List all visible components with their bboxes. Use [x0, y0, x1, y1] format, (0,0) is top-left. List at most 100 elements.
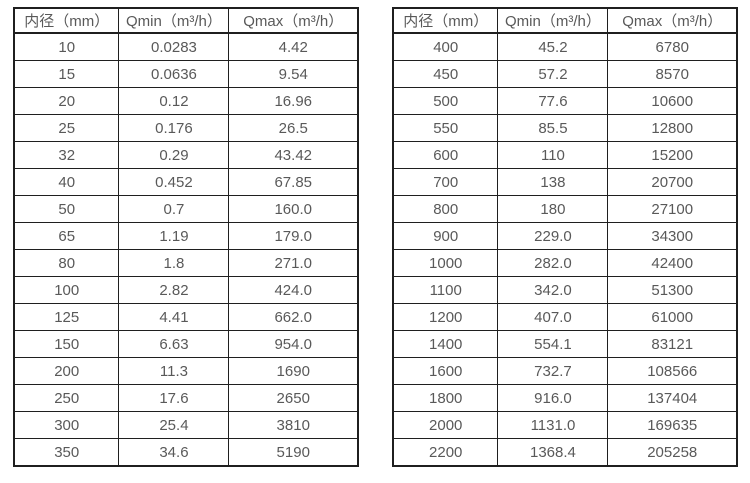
- table-cell: 271.0: [228, 249, 359, 277]
- table-cell: 4.41: [118, 303, 230, 331]
- table-row: 250 17.6 2650: [13, 384, 359, 412]
- table-cell: 100: [13, 276, 120, 304]
- table-cell: 1690: [228, 357, 359, 385]
- table-cell: 732.7: [497, 357, 609, 385]
- table-cell: 83121: [607, 330, 738, 358]
- table-cell: 342.0: [497, 276, 609, 304]
- table-row: 100 2.82 424.0: [13, 276, 359, 304]
- table-cell: 11.3: [118, 357, 230, 385]
- table-row: 200 11.3 1690: [13, 357, 359, 385]
- table-cell: 916.0: [497, 384, 609, 412]
- table-cell: 1400: [392, 330, 499, 358]
- table-cell: 125: [13, 303, 120, 331]
- table-row: 550 85.5 12800: [392, 114, 738, 142]
- table-cell: 1100: [392, 276, 499, 304]
- table-row: 500 77.6 10600: [392, 87, 738, 115]
- table-cell: 8570: [607, 60, 738, 88]
- table-cell: 34300: [607, 222, 738, 250]
- table-cell: 0.0283: [118, 32, 230, 61]
- table-row: 400 45.2 6780: [392, 32, 738, 61]
- table-cell: 57.2: [497, 60, 609, 88]
- table-cell: 51300: [607, 276, 738, 304]
- table-cell: 169635: [607, 411, 738, 439]
- table-cell: 282.0: [497, 249, 609, 277]
- table-cell: 2.82: [118, 276, 230, 304]
- table-cell: 1600: [392, 357, 499, 385]
- table-cell: 554.1: [497, 330, 609, 358]
- table-cell: 137404: [607, 384, 738, 412]
- column-header: 内径（mm）: [13, 7, 120, 34]
- table-cell: 0.29: [118, 141, 230, 169]
- table-cell: 10600: [607, 87, 738, 115]
- table-cell: 400: [392, 32, 499, 61]
- table-cell: 12800: [607, 114, 738, 142]
- table-cell: 110: [497, 141, 609, 169]
- table-cell: 45.2: [497, 32, 609, 61]
- table-cell: 160.0: [228, 195, 359, 223]
- table-row: 2200 1368.4 205258: [392, 438, 738, 467]
- table-row: 1800 916.0 137404: [392, 384, 738, 412]
- table-cell: 61000: [607, 303, 738, 331]
- column-header: Qmax（m³/h）: [607, 7, 738, 34]
- table-row: 32 0.29 43.42: [13, 141, 359, 169]
- column-header: 内径（mm）: [392, 7, 499, 34]
- table-cell: 600: [392, 141, 499, 169]
- table-cell: 80: [13, 249, 120, 277]
- table-row: 10 0.0283 4.42: [13, 32, 359, 61]
- table-cell: 0.0636: [118, 60, 230, 88]
- table-row: 350 34.6 5190: [13, 438, 359, 467]
- table-cell: 407.0: [497, 303, 609, 331]
- table-cell: 424.0: [228, 276, 359, 304]
- column-header: Qmin（m³/h）: [118, 7, 230, 34]
- table-cell: 800: [392, 195, 499, 223]
- table-cell: 16.96: [228, 87, 359, 115]
- flow-range-table-large-diameters: 内径（mm） Qmin（m³/h） Qmax（m³/h） 400 45.2 6780 450…: [392, 7, 738, 467]
- table-cell: 15200: [607, 141, 738, 169]
- table-cell: 0.7: [118, 195, 230, 223]
- table-row: 1400 554.1 83121: [392, 330, 738, 358]
- table-cell: 250: [13, 384, 120, 412]
- table-cell: 20: [13, 87, 120, 115]
- table-cell: 1000: [392, 249, 499, 277]
- table-cell: 200: [13, 357, 120, 385]
- table-row: 1600 732.7 108566: [392, 357, 738, 385]
- table-cell: 10: [13, 32, 120, 61]
- table-cell: 550: [392, 114, 499, 142]
- table-cell: 954.0: [228, 330, 359, 358]
- table-cell: 0.176: [118, 114, 230, 142]
- table-cell: 300: [13, 411, 120, 439]
- column-header: Qmax（m³/h）: [228, 7, 359, 34]
- table-cell: 5190: [228, 438, 359, 467]
- table-cell: 0.12: [118, 87, 230, 115]
- table-row: 80 1.8 271.0: [13, 249, 359, 277]
- table-cell: 1800: [392, 384, 499, 412]
- table-cell: 77.6: [497, 87, 609, 115]
- table-cell: 34.6: [118, 438, 230, 467]
- table-cell: 150: [13, 330, 120, 358]
- table-row: 700 138 20700: [392, 168, 738, 196]
- table-cell: 1200: [392, 303, 499, 331]
- table-cell: 205258: [607, 438, 738, 467]
- table-cell: 32: [13, 141, 120, 169]
- table-cell: 25.4: [118, 411, 230, 439]
- table-cell: 9.54: [228, 60, 359, 88]
- table-cell: 42400: [607, 249, 738, 277]
- table-cell: 26.5: [228, 114, 359, 142]
- table-cell: 6780: [607, 32, 738, 61]
- table-cell: 20700: [607, 168, 738, 196]
- table-cell: 40: [13, 168, 120, 196]
- table-cell: 1.19: [118, 222, 230, 250]
- table-row: 15 0.0636 9.54: [13, 60, 359, 88]
- table-row: 150 6.63 954.0: [13, 330, 359, 358]
- table-cell: 450: [392, 60, 499, 88]
- table-row: 25 0.176 26.5: [13, 114, 359, 142]
- table-row: 450 57.2 8570: [392, 60, 738, 88]
- table-cell: 4.42: [228, 32, 359, 61]
- table-cell: 350: [13, 438, 120, 467]
- table-row: 800 180 27100: [392, 195, 738, 223]
- table-cell: 180: [497, 195, 609, 223]
- table-row: 40 0.452 67.85: [13, 168, 359, 196]
- table-cell: 43.42: [228, 141, 359, 169]
- table-cell: 138: [497, 168, 609, 196]
- table-cell: 85.5: [497, 114, 609, 142]
